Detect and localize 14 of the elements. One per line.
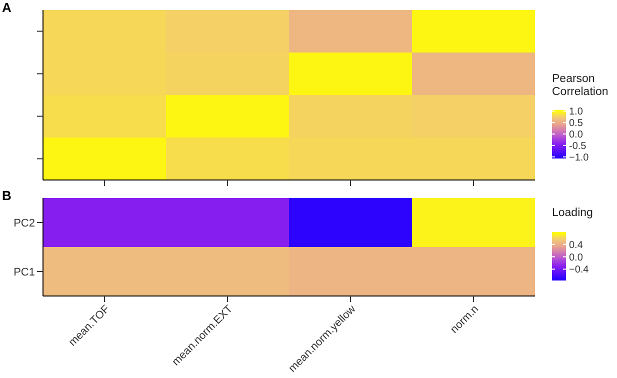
color-bar-title: Pearson Correlation (552, 73, 608, 98)
color-bar-label: 1.0 (569, 106, 584, 118)
chart-title: B (2, 188, 12, 203)
y-tick-label: PC2 (14, 217, 35, 230)
color-bar-label: 0.5 (569, 118, 584, 130)
color-bar-label: 0.0 (569, 252, 584, 264)
color-bar-label: 0.0 (569, 130, 584, 140)
chart-title: A (2, 0, 12, 15)
color-bar-label: 0.4 (569, 240, 584, 251)
color-bar-label: -0.5 (569, 140, 587, 152)
y-tick-label: PC1 (14, 266, 35, 278)
color-bar-label: −1.0 (569, 152, 590, 164)
color-bar-title: Loading (552, 207, 593, 219)
color-bar-label: −0.4 (569, 264, 590, 276)
